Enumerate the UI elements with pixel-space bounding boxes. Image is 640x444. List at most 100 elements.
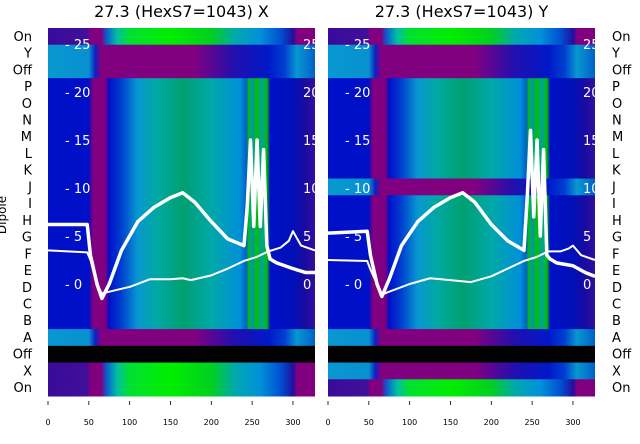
row-label: O [612,97,622,112]
row-label: Off [612,348,632,363]
series-trace-2 [327,244,596,296]
row-label: O [22,97,32,112]
row-label: On [14,381,32,396]
row-label: A [612,331,621,346]
y-axis-label: Dipole [0,196,9,234]
overlay-y-tick-label-right: 10 [303,182,320,197]
overlay-y-tick-label: - 10 [345,182,370,197]
row-label: P [24,80,32,95]
row-label: Off [13,63,33,78]
heatmap-row-d [48,278,315,297]
row-label: C [23,298,32,313]
heatmap-row-on [48,379,315,397]
x-tick-label: 100 [402,418,417,427]
x-tick-label: 300 [285,418,300,427]
heatmap-row-i [48,195,315,213]
overlay-y-tick-label: - 0 [65,278,82,293]
row-label: X [612,364,621,379]
row-label: On [612,30,630,45]
row-label: Y [611,47,620,62]
heatmap-row-n [328,111,595,129]
overlay-y-tick-label: - 15 [345,134,370,149]
heatmap-row-x [48,362,315,380]
heatmap-row-i [328,195,595,213]
heatmap-row-off [328,61,595,79]
row-label: F [612,247,619,262]
row-label: M [21,130,32,145]
x-tick-label: 200 [484,418,499,427]
overlay-y-tick-label-right: 15 [303,134,320,149]
heatmap-row-y [48,44,315,62]
heatmap-row-on [328,28,595,46]
heatmap-row-y [328,44,595,62]
overlay-y-tick-label-right: 25 [303,38,320,53]
heatmap-row-off [328,345,595,364]
heatmap-row-off [48,61,315,79]
x-tick-label: 150 [163,418,178,427]
row-label: B [23,314,32,329]
heatmap-row-on [48,28,315,46]
overlay-y-tick-label-right: 5 [303,230,311,245]
row-label: C [612,298,621,313]
heatmap-row-a [48,329,315,347]
row-label: B [612,314,621,329]
heatmap-row-o [328,94,595,113]
heatmap-row-o [48,94,315,113]
x-tick-label: 300 [565,418,580,427]
row-label: A [23,331,32,346]
heatmap-row-m [48,128,315,146]
x-tick-label: 150 [443,418,458,427]
overlay-y-tick-label: - 20 [345,86,370,101]
series-trace-2 [47,230,316,295]
heatmap-row-k [48,161,315,180]
heatmap-row-p [328,78,595,96]
panel-x: 27.3 (HexS7=1043) XOnYOffPONMLKJIHGFEDCB… [13,2,320,427]
row-label: M [612,130,623,145]
heatmap-row-g [48,228,315,246]
heatmap-row-a [328,329,595,347]
row-label: J [611,180,616,195]
overlay-y-tick-label-right: 25 [583,38,600,53]
overlay-y-tick-label-right: 0 [303,278,311,293]
heatmap-row-x [328,362,595,380]
row-label: D [612,281,622,296]
series-trace-1 [327,128,596,299]
heatmap-row-b [48,312,315,330]
heatmap-row-k [328,161,595,180]
overlay-y-tick-label-right: 15 [583,134,600,149]
row-label: I [612,197,616,212]
row-label: K [612,164,621,179]
overlay-y-tick-label: - 25 [65,38,90,53]
overlay-y-tick-label: - 20 [65,86,90,101]
overlay-y-tick-label-right: 0 [583,278,591,293]
row-label: On [612,381,630,396]
heatmap-row-n [48,111,315,129]
row-label: Off [612,63,632,78]
row-label: I [28,197,32,212]
row-label: On [14,30,32,45]
x-tick-label: 50 [364,418,374,427]
overlay-y-tick-label: - 25 [345,38,370,53]
heatmap-row-f [48,245,315,263]
row-label: L [25,147,33,162]
heatmap-row-c [328,295,595,313]
row-label: J [27,180,32,195]
heatmap-row-off [48,345,315,364]
heatmap-row-f [328,245,595,263]
x-tick-label: 200 [204,418,219,427]
x-tick-label: 250 [244,418,259,427]
overlay-y-tick-label-right: 20 [583,86,600,101]
overlay-y-tick-label: - 0 [345,278,362,293]
row-label: Off [13,348,33,363]
panel-title: 27.3 (HexS7=1043) X [94,2,269,21]
row-label: E [24,264,32,279]
row-label: H [22,214,32,229]
heatmap-row-b [328,312,595,330]
row-label: Y [23,47,32,62]
row-label: N [612,114,622,129]
row-label: E [612,264,620,279]
heatmap-row-h [48,212,315,230]
x-tick-label: 250 [524,418,539,427]
row-label: X [23,364,32,379]
